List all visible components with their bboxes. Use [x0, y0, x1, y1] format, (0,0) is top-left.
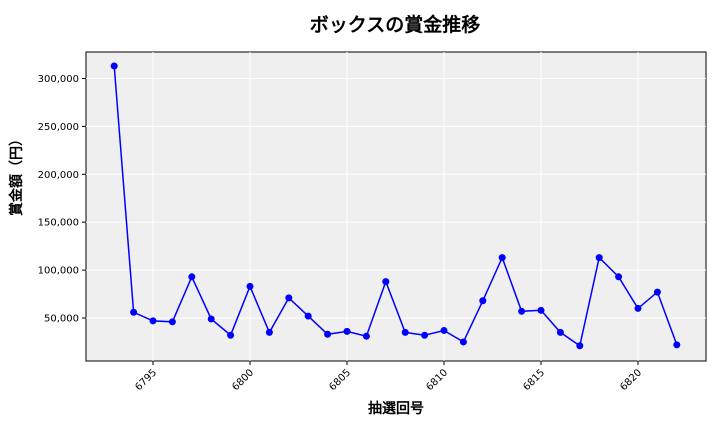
x-tick-label: 6800: [230, 367, 256, 393]
data-point: [673, 341, 681, 349]
data-series: [110, 62, 681, 350]
data-point: [188, 273, 196, 281]
y-tick-label: 150,000: [38, 218, 79, 229]
data-point: [518, 307, 526, 315]
data-point: [459, 338, 467, 346]
plot-area: [85, 51, 707, 362]
data-point: [130, 308, 138, 316]
data-point: [479, 297, 487, 305]
y-tick-label: 100,000: [38, 266, 79, 277]
x-tick-label: 6810: [424, 367, 450, 393]
data-point: [556, 328, 564, 336]
y-tick-label: 250,000: [38, 122, 79, 133]
data-point: [382, 278, 390, 286]
data-point: [265, 328, 273, 336]
data-point: [653, 288, 661, 296]
data-point: [227, 331, 235, 339]
data-point: [246, 282, 254, 290]
data-point: [343, 327, 351, 335]
data-point: [324, 330, 332, 338]
x-tick-label: 6795: [133, 367, 159, 393]
data-point: [537, 306, 545, 314]
y-tick-label: 50,000: [44, 314, 79, 325]
data-point: [595, 254, 603, 262]
data-point: [168, 318, 176, 326]
data-point: [362, 332, 370, 340]
x-tick-label: 6805: [327, 367, 353, 393]
data-point: [401, 328, 409, 336]
data-point: [498, 254, 506, 262]
chart-title: ボックスの賞金推移: [309, 14, 481, 36]
data-point: [304, 312, 312, 320]
data-point: [149, 317, 157, 325]
data-point: [207, 315, 215, 323]
x-axis-ticks: 6795 6800 6805 6810 6815 6820: [133, 361, 644, 393]
y-tick-label: 200,000: [38, 170, 79, 181]
data-point: [615, 273, 623, 281]
data-point: [110, 62, 118, 70]
data-point: [421, 331, 429, 339]
data-point: [634, 304, 642, 312]
y-axis-ticks: 50,000 100,000 150,000 200,000 250,000 300,00…: [38, 74, 86, 325]
grid-lines: [86, 52, 706, 361]
y-tick-label: 300,000: [38, 74, 79, 85]
x-tick-label: 6815: [521, 367, 547, 393]
data-point: [576, 342, 584, 350]
x-axis-label: 抽選回号: [368, 401, 424, 417]
data-point: [440, 326, 448, 334]
x-tick-label: 6820: [618, 367, 644, 393]
data-point: [285, 294, 293, 302]
